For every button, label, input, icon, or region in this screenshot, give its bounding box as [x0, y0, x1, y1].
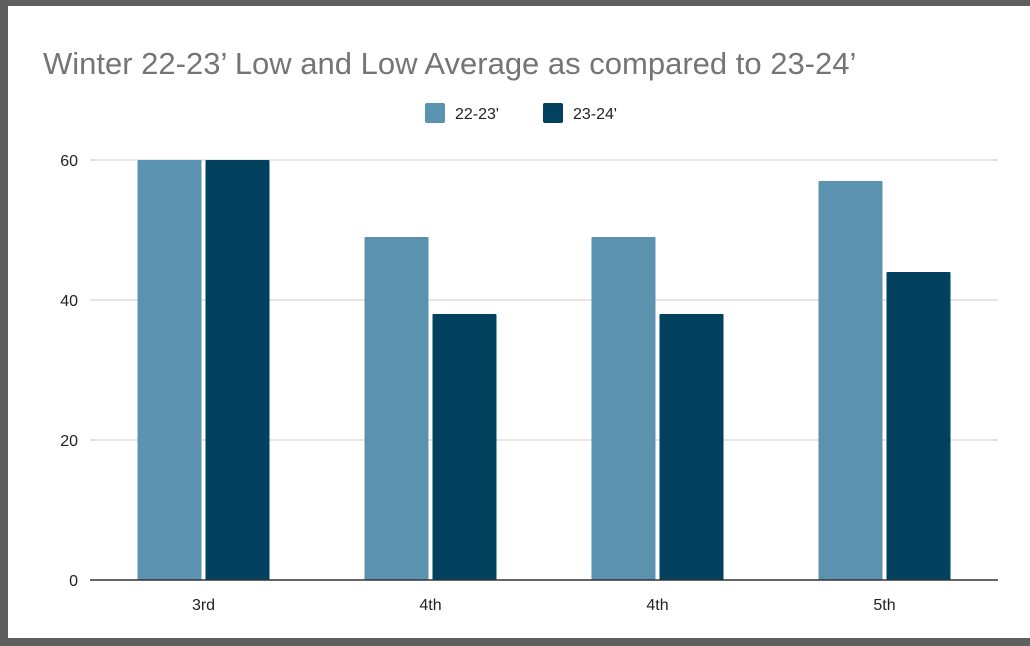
legend-label: 22-23' [455, 106, 499, 123]
legend-swatch [543, 103, 563, 123]
x-tick-label: 5th [873, 597, 895, 614]
bar [659, 314, 724, 580]
bars [137, 160, 951, 580]
y-tick-label: 20 [60, 433, 78, 450]
x-tick-label: 4th [646, 597, 668, 614]
x-axis: 3rd 4th 4th 5th [90, 579, 998, 614]
y-tick-label: 60 [60, 153, 78, 170]
chart-title: Winter 22-23’ Low and Low Average as com… [43, 46, 857, 81]
y-tick-label: 0 [69, 573, 78, 590]
bar [205, 160, 270, 580]
legend: 22-23' 23-24' [425, 103, 617, 123]
bar-chart: 0 20 40 60 3rd 4th 4th 5th 22-23' 23-24' [60, 103, 998, 614]
x-tick-label: 4th [419, 597, 441, 614]
legend-swatch [425, 103, 445, 123]
bar [591, 237, 656, 580]
y-tick-label: 40 [60, 293, 78, 310]
bar [818, 181, 883, 580]
bar [886, 272, 951, 580]
y-axis: 0 20 40 60 [60, 153, 78, 590]
bar [432, 314, 497, 580]
x-tick-label: 3rd [192, 597, 215, 614]
bar [364, 237, 429, 580]
bar [137, 160, 202, 580]
legend-label: 23-24' [573, 106, 617, 123]
